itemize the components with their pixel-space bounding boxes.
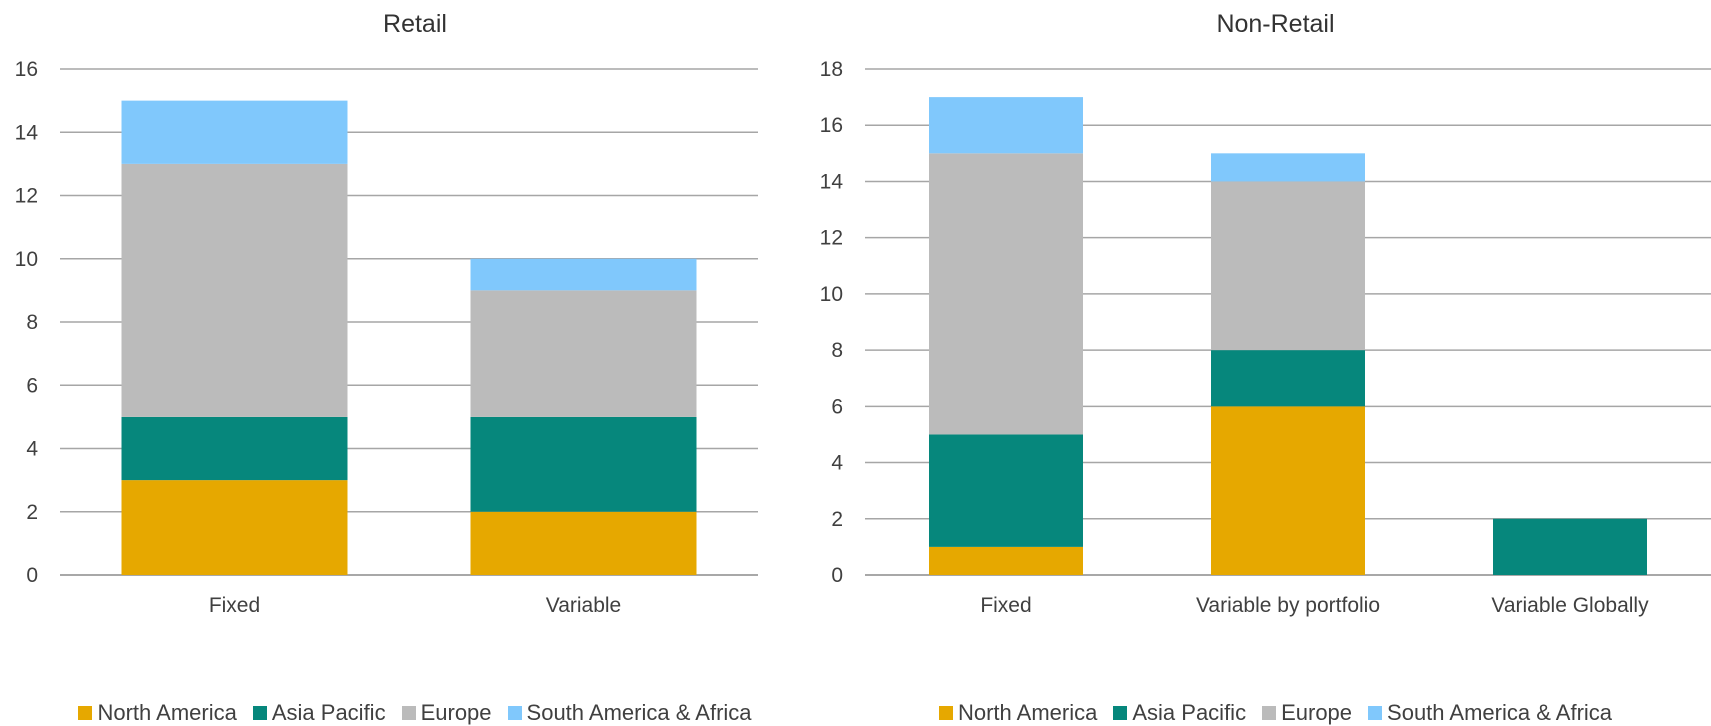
y-tick-label: 12 xyxy=(820,227,843,250)
retail-chart: Retail 0 2 4 6 8 10 12 14 16 Fixed Variable North … xyxy=(0,0,830,726)
legend-swatch xyxy=(1368,706,1383,720)
legend-item-south-america-africa: South America & Africa xyxy=(1368,700,1612,726)
bar-south-america-africa-fixed xyxy=(121,100,348,164)
y-tick-label: 6 xyxy=(26,374,38,397)
bar-asia-pacific-variable xyxy=(470,416,697,512)
chart-title: Non-Retail xyxy=(1216,10,1335,38)
bar-north-america-fixed xyxy=(121,480,348,575)
y-tick-label: 6 xyxy=(831,395,843,418)
legend-swatch xyxy=(401,706,416,720)
legend-swatch xyxy=(78,706,93,720)
bar-asia-pacific-fixed xyxy=(929,434,1083,547)
category-label: Variable by portfolio xyxy=(1196,594,1380,617)
chart-title: Retail xyxy=(383,10,447,38)
legend-label: South America & Africa xyxy=(1387,700,1613,725)
y-tick-label: 4 xyxy=(831,452,843,475)
bar-asia-pacific-fixed xyxy=(121,416,348,481)
bar-asia-pacific-variable-by-portfolio xyxy=(1211,350,1365,407)
y-tick-label: 18 xyxy=(820,58,843,81)
y-tick-label: 8 xyxy=(26,311,38,334)
nonretail-legend: North America Asia Pacific Europe South … xyxy=(840,700,1711,726)
retail-legend: North America Asia Pacific Europe South … xyxy=(0,700,830,726)
bar-north-america-variable xyxy=(470,511,697,575)
legend-item-europe: Europe xyxy=(401,700,492,726)
legend-item-north-america: North America xyxy=(938,700,1098,726)
bar-north-america-variable-by-portfolio xyxy=(1211,406,1365,575)
y-tick-label: 14 xyxy=(15,121,39,144)
y-tick-label: 8 xyxy=(831,339,843,362)
y-tick-label: 10 xyxy=(820,283,843,306)
y-tick-label: 12 xyxy=(15,185,38,208)
legend-label: Europe xyxy=(420,700,492,725)
legend-label: North America xyxy=(957,700,1098,725)
retail-plot: 0 2 4 6 8 10 12 14 16 Fixed Variable xyxy=(15,58,758,617)
legend-label: Asia Pacific xyxy=(271,700,386,725)
bar-europe-fixed xyxy=(929,153,1083,435)
legend-item-asia-pacific: Asia Pacific xyxy=(252,700,386,726)
y-tick-label: 0 xyxy=(26,564,38,587)
y-tick-label: 10 xyxy=(15,248,38,271)
category-label: Variable Globally xyxy=(1491,594,1649,617)
nonretail-plot: 0 2 4 6 8 10 12 14 16 18 Fixed Variable by portfoli… xyxy=(820,58,1711,617)
category-label: Fixed xyxy=(209,594,260,617)
y-tick-label: 16 xyxy=(820,114,843,137)
legend-swatch xyxy=(1262,706,1277,720)
legend-label: South America & Africa xyxy=(526,700,752,725)
legend-item-north-america: North America xyxy=(78,700,237,726)
legend-label: North America xyxy=(97,700,237,725)
y-tick-label: 2 xyxy=(26,501,38,524)
bar-south-america-africa-variable xyxy=(470,258,697,291)
bar-europe-fixed xyxy=(121,163,348,417)
y-tick-label: 2 xyxy=(831,508,843,531)
category-label: Variable xyxy=(546,594,622,617)
legend-item-europe: Europe xyxy=(1262,700,1352,726)
legend-label: Asia Pacific xyxy=(1132,700,1247,725)
y-tick-label: 0 xyxy=(831,564,843,587)
bar-europe-variable xyxy=(470,290,697,417)
legend-swatch xyxy=(252,706,267,720)
y-tick-label: 16 xyxy=(15,58,38,81)
legend-swatch xyxy=(1113,706,1128,720)
legend-item-asia-pacific: Asia Pacific xyxy=(1113,700,1246,726)
bar-south-america-africa-variable-by-portfolio xyxy=(1211,153,1365,182)
bar-south-america-africa-fixed xyxy=(929,97,1083,154)
legend-swatch xyxy=(507,706,522,720)
legend-label: Europe xyxy=(1281,700,1353,725)
legend-item-south-america-africa: South America & Africa xyxy=(507,700,752,726)
bar-asia-pacific-variable-globally xyxy=(1493,518,1647,575)
y-tick-label: 14 xyxy=(820,170,844,193)
legend-swatch xyxy=(938,706,953,720)
bar-north-america-fixed xyxy=(929,546,1083,575)
category-label: Fixed xyxy=(980,594,1031,617)
y-tick-label: 4 xyxy=(26,438,38,461)
bar-europe-variable-by-portfolio xyxy=(1211,181,1365,351)
nonretail-chart: Non-Retail 0 2 4 6 8 10 12 14 16 18 Fixed Variable … xyxy=(820,0,1711,726)
